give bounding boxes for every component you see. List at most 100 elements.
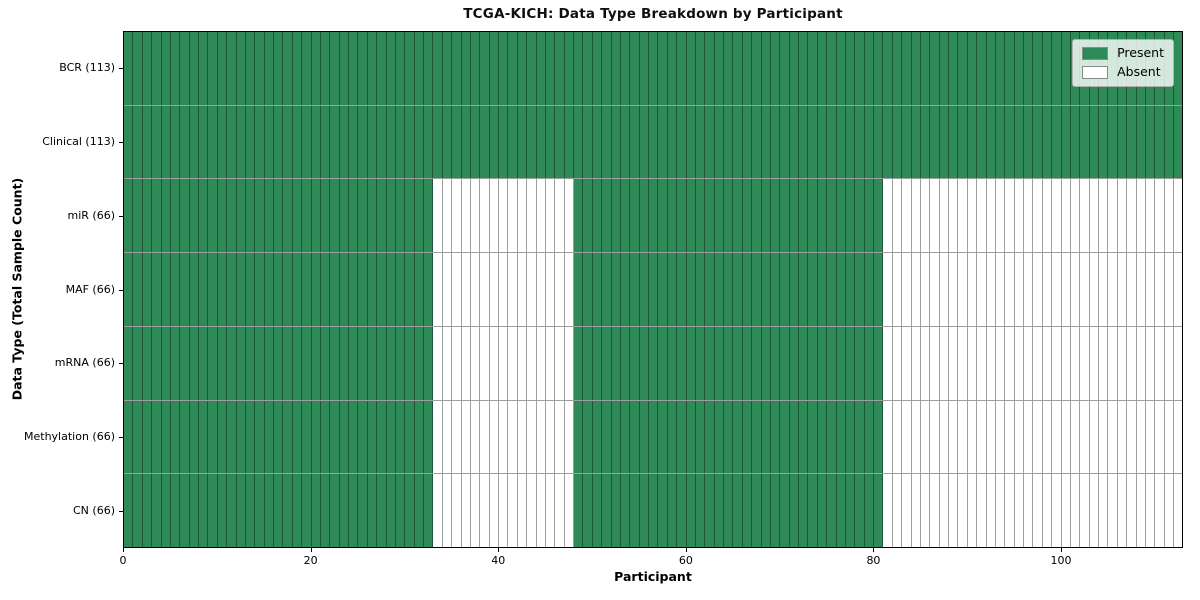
heatmap-cell (508, 32, 518, 105)
heatmap-cell (536, 105, 546, 179)
heatmap-cell (133, 179, 143, 253)
heatmap-cell (658, 32, 668, 105)
heatmap-cell (489, 400, 499, 474)
heatmap-cell (789, 326, 799, 400)
heatmap-cell (770, 326, 781, 400)
heatmap-cell (630, 326, 640, 400)
heatmap-cell (836, 179, 846, 253)
heatmap-cell (986, 400, 996, 474)
heatmap-cell (292, 179, 303, 253)
heatmap-cell (920, 105, 931, 179)
heatmap-cell (1005, 400, 1015, 474)
heatmap-cell (152, 253, 162, 326)
heatmap-cell (517, 474, 528, 548)
heatmap-cell (714, 400, 724, 474)
heatmap-cell (189, 179, 199, 253)
heatmap-cell (1061, 105, 1071, 179)
heatmap-cell (180, 253, 190, 326)
heatmap-cell (780, 474, 790, 548)
heatmap-cell (236, 253, 246, 326)
absent-swatch (1082, 66, 1109, 79)
heatmap-cell (920, 179, 931, 253)
heatmap-cell (349, 105, 359, 179)
heatmap-cell (574, 32, 584, 105)
heatmap-cell (527, 474, 537, 548)
heatmap-cell (939, 474, 949, 548)
heatmap-cell (1014, 326, 1024, 400)
heatmap-cell (761, 474, 771, 548)
heatmap-cell (470, 179, 481, 253)
heatmap-cell (761, 253, 771, 326)
heatmap-cell (789, 32, 799, 105)
heatmap-cell (808, 253, 818, 326)
heatmap-cell (677, 105, 687, 179)
heatmap-cell (1014, 400, 1024, 474)
heatmap-cell (920, 400, 931, 474)
heatmap-cell (864, 32, 874, 105)
heatmap-cell (714, 326, 724, 400)
heatmap-cell (1099, 179, 1109, 253)
heatmap-cell (677, 253, 687, 326)
heatmap-cell (217, 253, 228, 326)
y-tick-mark (119, 511, 123, 513)
heatmap-cell (667, 400, 678, 474)
heatmap-cell (883, 253, 893, 326)
heatmap-cell (770, 400, 781, 474)
heatmap-cell (695, 253, 706, 326)
heatmap-cell (705, 400, 715, 474)
heatmap-cell (330, 32, 340, 105)
heatmap-cell (695, 179, 706, 253)
y-tick-mark (119, 67, 123, 69)
heatmap-cell (761, 326, 771, 400)
heatmap-cell (658, 179, 668, 253)
heatmap-cell (311, 179, 321, 253)
heatmap-cell (555, 105, 565, 179)
heatmap-cell (555, 400, 565, 474)
heatmap-cell (545, 179, 556, 253)
heatmap-cell (330, 105, 340, 179)
heatmap-cell (827, 326, 837, 400)
heatmap-cell (227, 32, 237, 105)
heatmap-cell (911, 253, 921, 326)
heatmap-cell (536, 32, 546, 105)
heatmap-cell (1042, 105, 1053, 179)
heatmap-cell (1005, 474, 1015, 548)
heatmap-cell (845, 32, 856, 105)
heatmap-cell (405, 326, 415, 400)
heatmap-cell (142, 474, 153, 548)
heatmap-cell (733, 400, 743, 474)
heatmap-cell (199, 474, 209, 548)
heatmap-cell (461, 474, 471, 548)
heatmap-cell (1155, 179, 1165, 253)
heatmap-cell (902, 105, 912, 179)
heatmap-cell (1052, 400, 1062, 474)
heatmap-cell (1033, 253, 1043, 326)
heatmap-cell (1070, 179, 1081, 253)
heatmap-cell (180, 179, 190, 253)
heatmap-cell (1005, 253, 1015, 326)
heatmap-cell (161, 179, 171, 253)
heatmap-cell (517, 179, 528, 253)
heatmap-cell (939, 105, 949, 179)
heatmap-cell (1145, 474, 1156, 548)
heatmap-cell (667, 32, 678, 105)
heatmap-cell (724, 326, 734, 400)
heatmap-cell (733, 253, 743, 326)
heatmap-cell (817, 105, 828, 179)
x-tick-mark (498, 548, 500, 552)
heatmap-cell (517, 32, 528, 105)
heatmap-cell (902, 179, 912, 253)
heatmap-cell (480, 105, 490, 179)
heatmap-cell (527, 400, 537, 474)
heatmap-cell (508, 105, 518, 179)
heatmap-cell (264, 400, 274, 474)
heatmap-cell (1099, 474, 1109, 548)
heatmap-cell (1174, 400, 1183, 474)
heatmap-cell (602, 105, 612, 179)
heatmap-cell (761, 105, 771, 179)
heatmap-cell (1089, 474, 1099, 548)
heatmap-cell (217, 400, 228, 474)
heatmap-cell (1108, 253, 1118, 326)
heatmap-cell (620, 474, 631, 548)
y-tick-label: MAF (66) (65, 282, 115, 296)
